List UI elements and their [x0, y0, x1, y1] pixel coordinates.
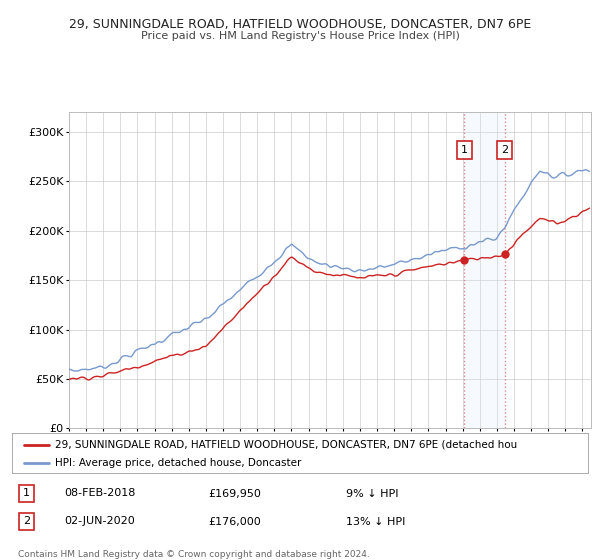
Text: 1: 1 [23, 488, 30, 498]
Text: 1: 1 [461, 145, 468, 155]
Bar [464, 112, 505, 428]
Text: 13% ↓ HPI: 13% ↓ HPI [346, 516, 406, 526]
Text: 2: 2 [23, 516, 30, 526]
Text: 08-FEB-2018: 08-FEB-2018 [64, 488, 135, 498]
Text: HPI: Average price, detached house, Doncaster: HPI: Average price, detached house, Donc… [55, 458, 302, 468]
Text: Price paid vs. HM Land Registry's House Price Index (HPI): Price paid vs. HM Land Registry's House … [140, 31, 460, 41]
Text: 29, SUNNINGDALE ROAD, HATFIELD WOODHOUSE, DONCASTER, DN7 6PE (detached hou: 29, SUNNINGDALE ROAD, HATFIELD WOODHOUSE… [55, 440, 517, 450]
Text: 9% ↓ HPI: 9% ↓ HPI [346, 488, 398, 498]
Text: £176,000: £176,000 [208, 516, 260, 526]
Text: 2: 2 [501, 145, 508, 155]
Text: 29, SUNNINGDALE ROAD, HATFIELD WOODHOUSE, DONCASTER, DN7 6PE: 29, SUNNINGDALE ROAD, HATFIELD WOODHOUSE… [69, 18, 531, 31]
Text: Contains HM Land Registry data © Crown copyright and database right 2024.
This d: Contains HM Land Registry data © Crown c… [18, 550, 370, 560]
Text: 02-JUN-2020: 02-JUN-2020 [64, 516, 134, 526]
Text: £169,950: £169,950 [208, 488, 261, 498]
